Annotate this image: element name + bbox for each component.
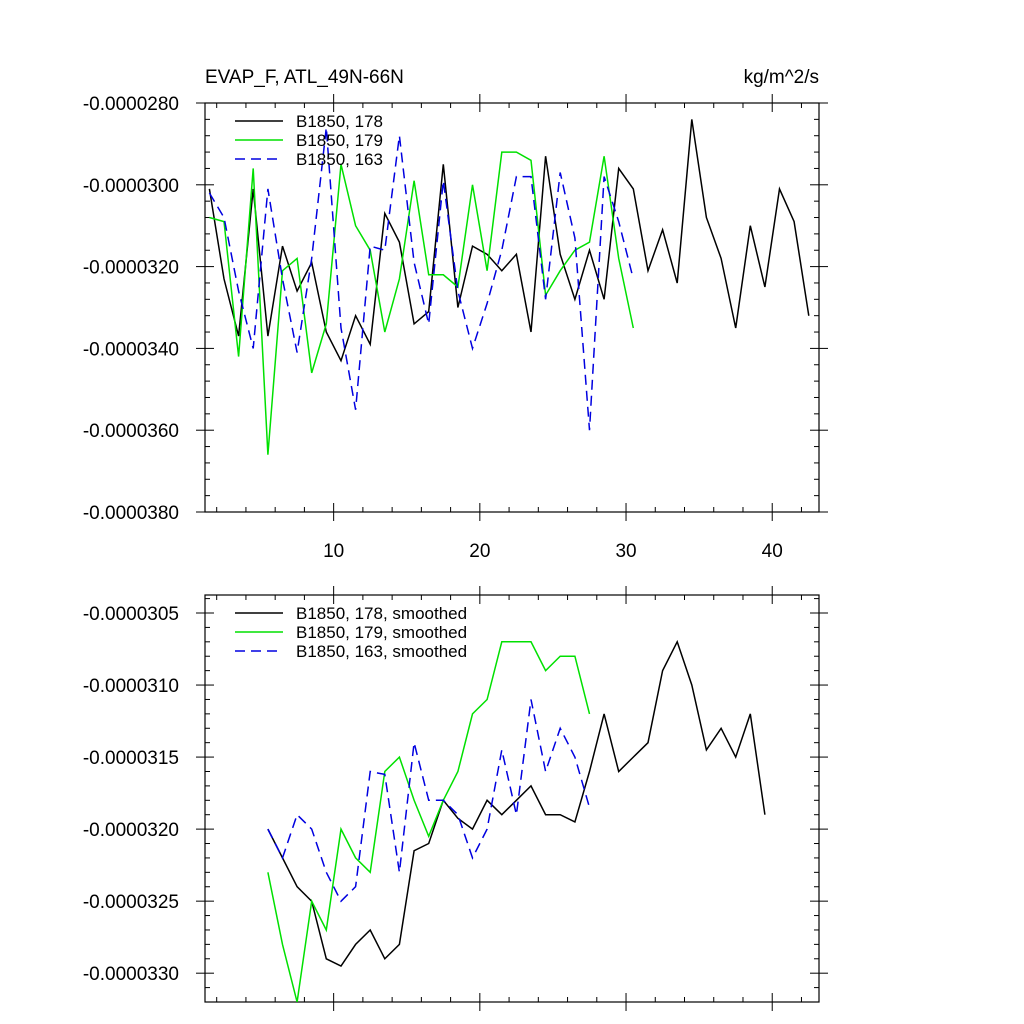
y-tick-label: -0.0000330 [83,964,179,985]
y-tick-label: -0.0000360 [83,421,179,442]
y-tick-label: -0.0000320 [83,258,179,279]
plot-frame [204,102,820,513]
x-tick-label: 20 [469,541,490,562]
y-tick-label: -0.0000380 [83,503,179,524]
y-tick-label: -0.0000310 [83,676,179,697]
plot-frame [204,594,820,1003]
x-tick-label: 10 [323,541,344,562]
y-tick-label: -0.0000300 [83,176,179,197]
legend-label-2: B1850, 163, smoothed [296,642,467,661]
series-group [267,639,766,1002]
series-line-1 [209,151,635,455]
chart-units: kg/m^2/s [744,67,819,88]
x-tick-label: 40 [762,541,783,562]
top-chart-panel: 10 20 30 40 -0.0000280 -0.0000300 -0.0000320 -0… [83,67,828,562]
x-tick-label: 30 [615,541,636,562]
legend-label-0: B1850, 178, smoothed [296,604,467,623]
y-tick-label: -0.0000280 [83,94,179,115]
y-tick-label: -0.0000340 [83,339,179,360]
legend-label-1: B1850, 179 [296,131,383,150]
y-tick-label: -0.0000320 [83,820,179,841]
bottom-chart-panel: -0.0000305 -0.0000310 -0.0000315 -0.0000320… [83,586,828,1011]
series-line-1 [267,641,591,1002]
y-tick-label: -0.0000315 [83,748,179,769]
legend-label-0: B1850, 178 [296,112,383,131]
y-tick-label: -0.0000325 [83,892,179,913]
chart-title: EVAP_F, ATL_49N-66N [205,67,404,88]
series-line-0 [208,119,810,363]
series-group [208,119,810,455]
legend-label-1: B1850, 179, smoothed [296,623,467,642]
series-line-0 [267,639,766,967]
y-tick-label: -0.0000305 [83,604,179,625]
series-line-2 [267,699,591,903]
legend-label-2: B1850, 163 [296,150,383,169]
